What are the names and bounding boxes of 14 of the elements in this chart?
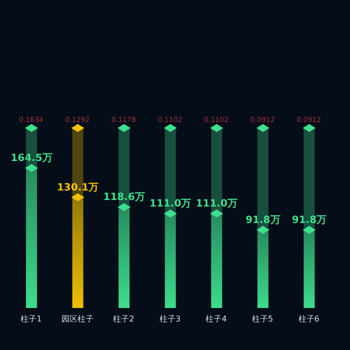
x-tick-label: 柱子3 xyxy=(159,314,181,324)
x-tick-label: 园区柱子 xyxy=(61,314,94,324)
x-tick-label: 柱子1 xyxy=(20,314,42,324)
x-tick-label: 柱子5 xyxy=(252,314,274,324)
x-tick-label: 柱子2 xyxy=(113,314,134,324)
x-tick-label: 柱子4 xyxy=(206,314,227,324)
data-label: 91.8万 xyxy=(292,214,327,226)
data-label: 118.6万 xyxy=(103,192,145,204)
x-tick-label: 柱子6 xyxy=(298,314,320,324)
data-label: 130.1万 xyxy=(56,182,99,194)
data-label: 91.8万 xyxy=(246,214,280,226)
data-label: 111.0万 xyxy=(150,198,192,210)
data-label: 164.5万 xyxy=(10,153,52,164)
data-label: 111.0万 xyxy=(196,198,238,210)
